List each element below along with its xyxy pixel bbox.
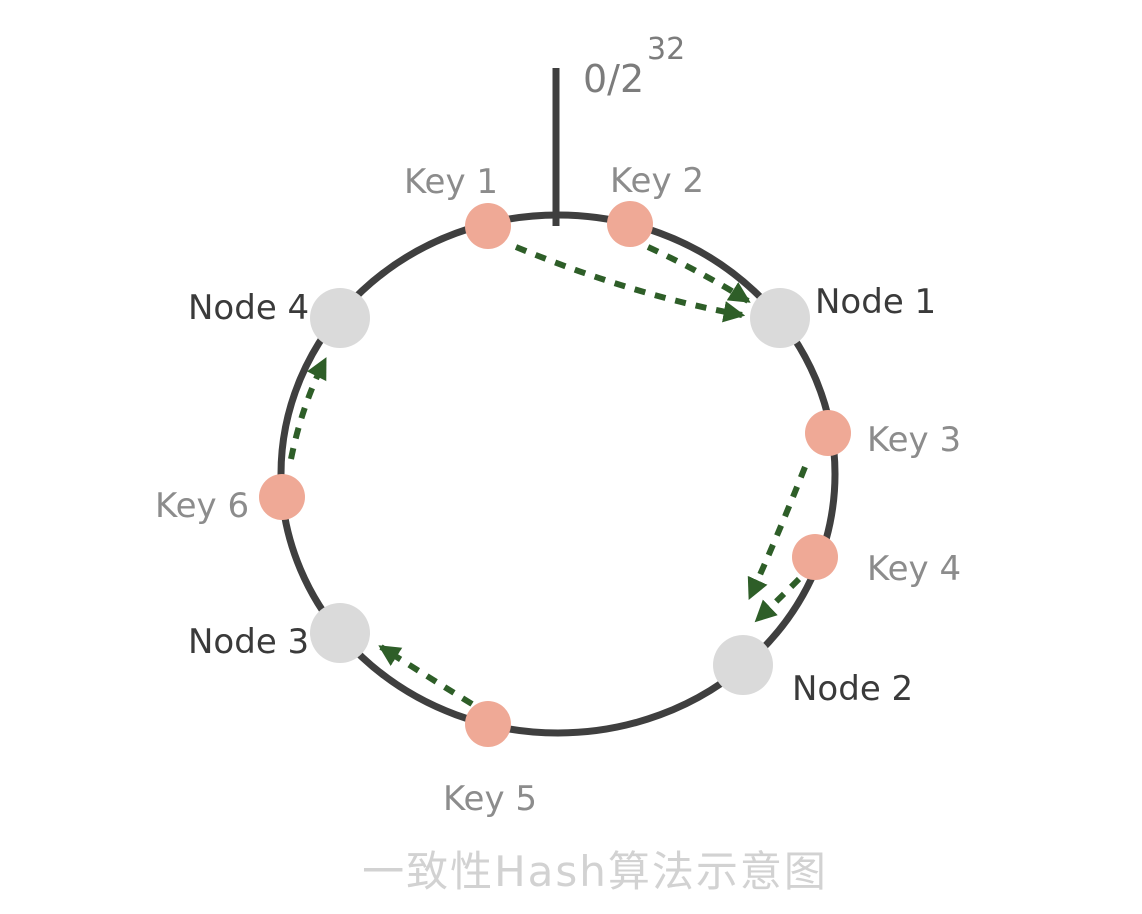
node-1-marker — [750, 288, 810, 348]
key-4-label: Key 4 — [867, 549, 961, 589]
diagram-caption: 一致性Hash算法示意图 — [362, 847, 828, 896]
arrow-key5-to-node3 — [378, 644, 474, 707]
node-2-label: Node 2 — [792, 669, 913, 709]
origin-label: 0/2 — [583, 57, 644, 101]
key-5-marker — [465, 701, 511, 747]
arrow-key6-to-node4 — [288, 357, 328, 460]
arrow-key1-to-node1 — [514, 244, 746, 323]
key-2-marker — [607, 201, 653, 247]
arrow-key3-to-node2 — [747, 465, 808, 600]
node-4-label: Node 4 — [188, 288, 309, 328]
node-3-label: Node 3 — [188, 622, 309, 662]
key-3-marker — [805, 410, 851, 456]
key-4-marker — [792, 534, 838, 580]
key-1-marker — [465, 203, 511, 249]
node-4-marker — [310, 288, 370, 348]
arrow-key4-to-node2 — [754, 576, 802, 623]
key-5-label: Key 5 — [443, 779, 537, 819]
node-1-label: Node 1 — [815, 282, 936, 322]
key-3-label: Key 3 — [867, 420, 961, 460]
key-2-label: Key 2 — [610, 161, 704, 201]
node-2-marker — [713, 635, 773, 695]
node-3-marker — [310, 603, 370, 663]
key-1-label: Key 1 — [404, 162, 498, 202]
key-6-label: Key 6 — [155, 486, 249, 526]
key-6-marker — [259, 474, 305, 520]
origin-exponent: 32 — [647, 32, 685, 67]
